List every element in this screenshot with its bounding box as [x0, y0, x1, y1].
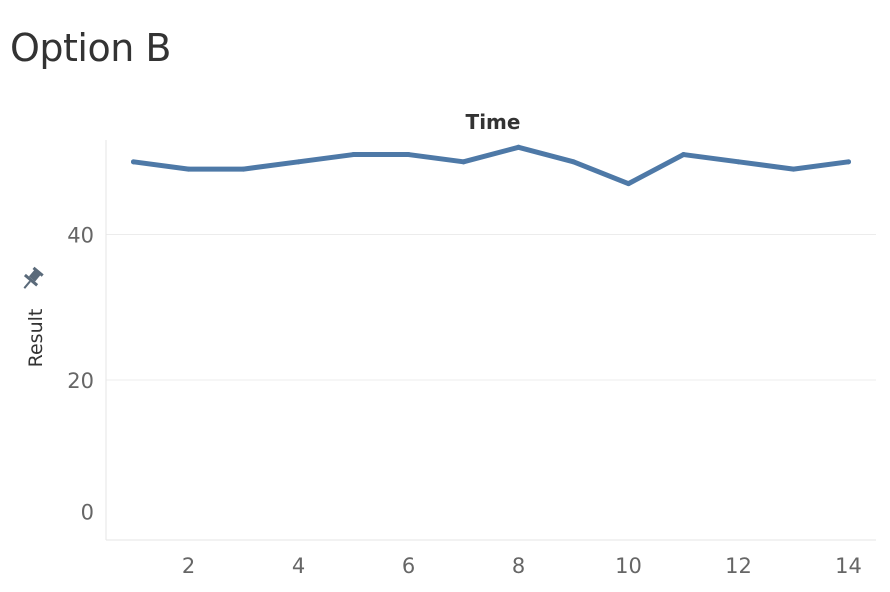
x-tick-label: 12 — [725, 554, 752, 578]
data-point[interactable] — [736, 159, 741, 165]
x-axis-title: Time — [466, 110, 521, 134]
data-point[interactable] — [681, 152, 686, 158]
series-line[interactable] — [131, 144, 851, 187]
y-tick-label: 40 — [67, 224, 94, 248]
data-point[interactable] — [516, 144, 521, 150]
gridlines — [106, 234, 876, 381]
data-point[interactable] — [186, 166, 191, 172]
y-tick-label: 20 — [67, 369, 94, 393]
x-tick-label: 2 — [182, 554, 195, 578]
data-point[interactable] — [241, 166, 246, 172]
y-axis-title: Result — [25, 309, 47, 368]
pin-icon[interactable] — [18, 265, 45, 293]
chart-title: Option B — [10, 26, 171, 70]
y-tick-labels: 0 20 40 — [67, 224, 94, 525]
data-point[interactable] — [791, 166, 796, 172]
data-point[interactable] — [131, 159, 136, 165]
data-point[interactable] — [846, 159, 851, 165]
data-point[interactable] — [296, 159, 301, 165]
data-point[interactable] — [461, 159, 466, 165]
x-tick-label: 10 — [615, 554, 642, 578]
data-point[interactable] — [406, 152, 411, 158]
x-tick-label: 14 — [835, 554, 862, 578]
data-point[interactable] — [626, 181, 631, 187]
data-point[interactable] — [351, 152, 356, 158]
x-tick-labels: 2 4 6 8 10 12 14 — [182, 554, 862, 578]
x-tick-label: 4 — [292, 554, 305, 578]
x-tick-label: 6 — [402, 554, 415, 578]
y-tick-label: 0 — [81, 500, 94, 524]
data-point[interactable] — [571, 159, 576, 165]
series-layer — [131, 144, 851, 187]
x-tick-label: 8 — [512, 554, 525, 578]
